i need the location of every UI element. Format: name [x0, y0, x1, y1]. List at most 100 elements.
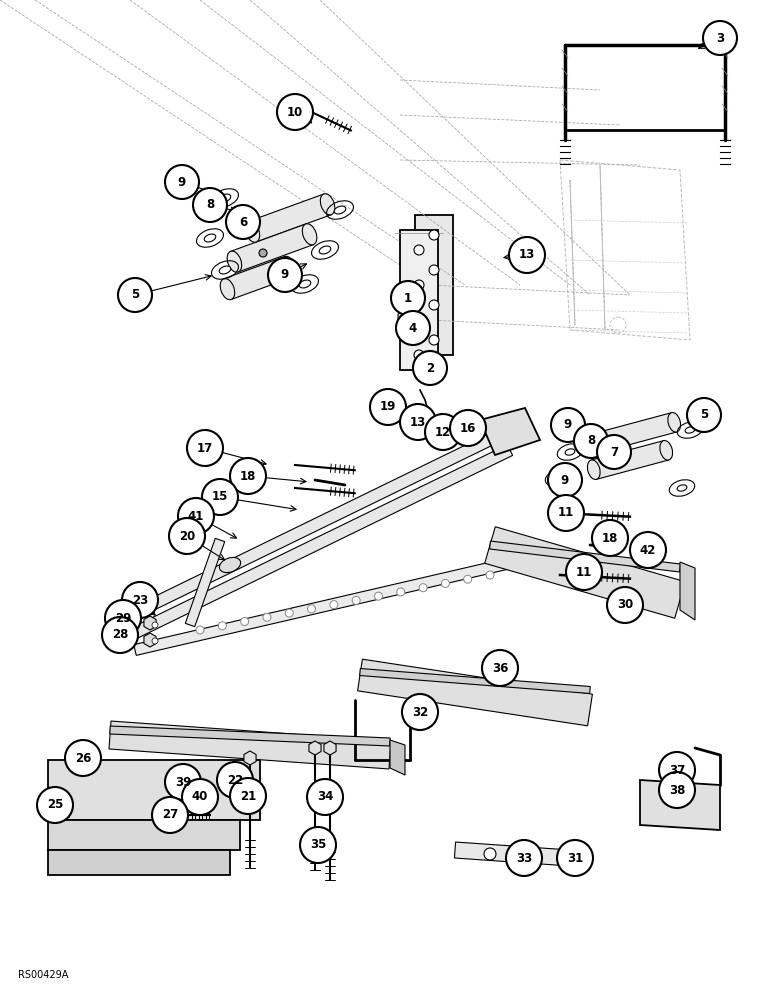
Circle shape — [414, 245, 424, 255]
Text: 16: 16 — [459, 422, 476, 434]
Circle shape — [425, 414, 461, 450]
Polygon shape — [680, 562, 695, 620]
Circle shape — [178, 498, 214, 534]
Circle shape — [193, 188, 227, 222]
Text: 27: 27 — [162, 808, 178, 822]
Text: 5: 5 — [131, 288, 139, 302]
Ellipse shape — [695, 412, 705, 418]
Circle shape — [429, 230, 439, 240]
Text: 20: 20 — [179, 530, 195, 542]
Circle shape — [659, 752, 695, 788]
Circle shape — [484, 848, 496, 860]
Circle shape — [429, 300, 439, 310]
Circle shape — [226, 205, 260, 239]
Circle shape — [218, 622, 227, 630]
Ellipse shape — [227, 251, 241, 272]
Text: 18: 18 — [240, 470, 256, 483]
Polygon shape — [48, 820, 240, 850]
Polygon shape — [415, 215, 453, 355]
Polygon shape — [185, 538, 225, 627]
Circle shape — [401, 314, 409, 322]
Ellipse shape — [561, 419, 571, 425]
Ellipse shape — [595, 432, 608, 451]
Circle shape — [509, 237, 545, 273]
Text: 38: 38 — [669, 784, 685, 796]
Circle shape — [330, 601, 338, 609]
Circle shape — [450, 410, 486, 446]
Circle shape — [196, 626, 204, 634]
Circle shape — [607, 587, 643, 623]
Text: 6: 6 — [239, 216, 247, 229]
Text: 11: 11 — [576, 566, 592, 578]
Circle shape — [441, 428, 449, 436]
Text: 21: 21 — [240, 790, 256, 802]
Circle shape — [102, 617, 138, 653]
Text: 5: 5 — [700, 408, 708, 422]
Polygon shape — [400, 230, 438, 370]
Circle shape — [152, 797, 188, 833]
Text: 32: 32 — [412, 706, 428, 718]
Circle shape — [263, 613, 271, 621]
Polygon shape — [599, 413, 677, 451]
Text: 11: 11 — [558, 506, 574, 520]
Circle shape — [105, 600, 141, 636]
Text: 17: 17 — [197, 442, 213, 454]
Text: 39: 39 — [175, 776, 191, 788]
Circle shape — [169, 518, 205, 554]
Circle shape — [65, 740, 101, 776]
Circle shape — [429, 335, 439, 345]
Polygon shape — [591, 441, 669, 479]
Circle shape — [400, 404, 436, 440]
Circle shape — [566, 554, 602, 590]
Circle shape — [414, 315, 424, 325]
Circle shape — [182, 779, 218, 815]
Circle shape — [703, 21, 737, 55]
Circle shape — [548, 495, 584, 531]
Text: 37: 37 — [669, 764, 685, 776]
Ellipse shape — [319, 246, 331, 254]
Ellipse shape — [565, 449, 575, 455]
Circle shape — [414, 350, 424, 360]
Circle shape — [217, 762, 253, 798]
Ellipse shape — [321, 194, 335, 215]
Text: 40: 40 — [192, 790, 209, 804]
Ellipse shape — [220, 557, 241, 573]
Text: 7: 7 — [610, 446, 618, 458]
Circle shape — [122, 582, 158, 618]
Ellipse shape — [303, 224, 317, 245]
Circle shape — [268, 258, 302, 292]
Polygon shape — [360, 669, 590, 693]
Text: 36: 36 — [492, 662, 508, 674]
Circle shape — [300, 827, 336, 863]
Circle shape — [230, 778, 266, 814]
Circle shape — [597, 435, 631, 469]
Polygon shape — [249, 194, 332, 242]
Circle shape — [630, 532, 666, 568]
Text: 10: 10 — [287, 105, 303, 118]
Circle shape — [482, 650, 518, 686]
Text: 15: 15 — [212, 490, 228, 504]
Text: 9: 9 — [178, 176, 186, 188]
Text: 25: 25 — [47, 798, 64, 812]
Ellipse shape — [587, 460, 600, 479]
Ellipse shape — [281, 256, 296, 277]
Circle shape — [551, 408, 585, 442]
Circle shape — [506, 840, 542, 876]
Ellipse shape — [195, 790, 209, 800]
Circle shape — [307, 779, 343, 815]
Circle shape — [419, 584, 427, 592]
Circle shape — [548, 463, 582, 497]
Polygon shape — [455, 842, 571, 866]
Circle shape — [165, 165, 199, 199]
Circle shape — [396, 311, 430, 345]
Text: 13: 13 — [410, 416, 426, 428]
Text: 22: 22 — [227, 774, 243, 786]
Circle shape — [230, 458, 266, 494]
Circle shape — [37, 787, 73, 823]
Text: 18: 18 — [602, 532, 619, 544]
Ellipse shape — [299, 280, 310, 288]
Polygon shape — [358, 659, 593, 726]
Text: 8: 8 — [587, 434, 595, 448]
Text: 9: 9 — [564, 418, 572, 432]
Circle shape — [375, 592, 383, 600]
